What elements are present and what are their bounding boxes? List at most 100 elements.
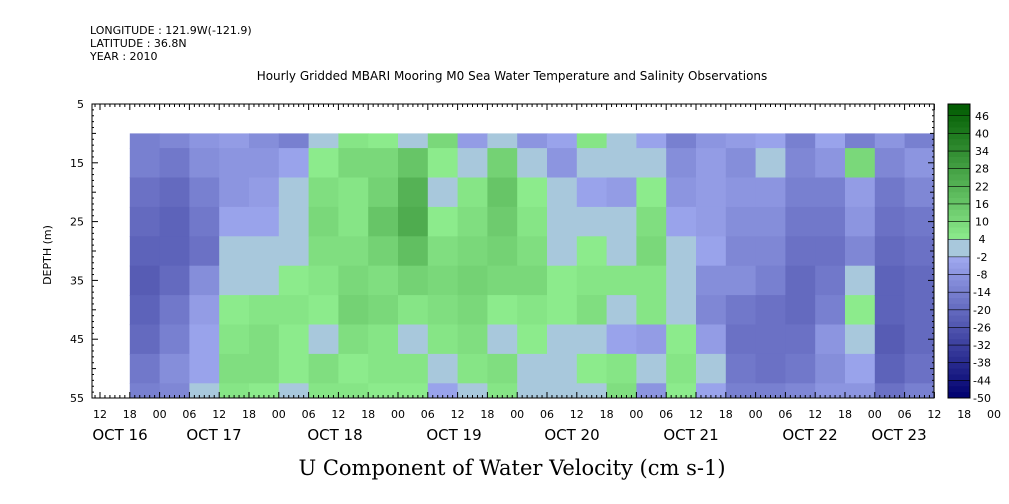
colorbar-swatch xyxy=(948,368,970,375)
x-hour-label: 06 xyxy=(778,408,792,421)
heatmap-cell xyxy=(189,265,220,296)
heatmap-cell xyxy=(129,324,161,355)
heatmap-cell xyxy=(278,295,310,326)
heatmap-cell xyxy=(457,265,488,296)
heatmap-cell xyxy=(904,353,934,384)
heatmap-cell xyxy=(398,206,429,237)
heatmap-cell xyxy=(815,383,846,398)
colorbar-label: -20 xyxy=(973,304,991,317)
y-tick-label: 15 xyxy=(70,157,84,170)
heatmap-cell xyxy=(249,206,280,237)
heatmap-cell xyxy=(696,353,727,384)
heatmap-cell xyxy=(517,324,548,355)
heatmap-cell xyxy=(785,177,816,208)
heatmap-cell xyxy=(159,177,190,208)
heatmap-cell xyxy=(576,353,608,384)
heatmap-cell xyxy=(278,236,310,267)
heatmap-cell xyxy=(517,265,548,296)
colorbar-label: -2 xyxy=(977,251,988,264)
heatmap-cell xyxy=(457,353,488,384)
heatmap-cell xyxy=(606,353,637,384)
heatmap-cell xyxy=(308,295,339,326)
heatmap-cell xyxy=(755,133,786,149)
heatmap-cell xyxy=(368,206,399,237)
heatmap-cell xyxy=(308,133,339,149)
colorbar-swatch xyxy=(948,227,970,234)
heatmap-cell xyxy=(219,324,250,355)
colorbar-label: -26 xyxy=(973,321,991,334)
heatmap-cell xyxy=(606,324,637,355)
x-hour-label: 00 xyxy=(391,408,405,421)
heatmap-cell xyxy=(785,295,816,326)
heatmap-cell xyxy=(219,133,250,149)
heatmap-cell xyxy=(576,236,608,267)
heatmap-cell xyxy=(398,353,429,384)
heatmap-cell xyxy=(308,236,339,267)
heatmap-cell xyxy=(189,353,220,384)
heatmap-cell xyxy=(457,324,488,355)
heatmap-cell xyxy=(576,383,608,398)
heatmap-cell xyxy=(666,148,697,179)
heatmap-cell xyxy=(785,148,816,179)
heatmap-cell xyxy=(845,236,876,267)
x-axis-label: U Component of Water Velocity (cm s-1) xyxy=(298,456,725,480)
heatmap-cell xyxy=(696,177,727,208)
heatmap-cell xyxy=(487,353,518,384)
colorbar-label: -14 xyxy=(973,286,991,299)
x-hour-label: 12 xyxy=(689,408,703,421)
heatmap-cell xyxy=(636,177,667,208)
colorbar-swatch xyxy=(948,133,970,140)
colorbar-label: -38 xyxy=(973,357,991,370)
heatmap-cell xyxy=(725,133,757,149)
heatmap-cell xyxy=(636,236,667,267)
heatmap-cell xyxy=(427,133,459,149)
heatmap-cell xyxy=(159,353,190,384)
heatmap-cell xyxy=(159,324,190,355)
colorbar-swatch xyxy=(948,115,970,123)
heatmap-cell xyxy=(159,265,190,296)
heatmap-cell xyxy=(755,236,786,267)
heatmap-cell xyxy=(547,206,578,237)
colorbar-swatch xyxy=(948,392,970,399)
heatmap-cell xyxy=(845,148,876,179)
heatmap-cell xyxy=(725,295,757,326)
heatmap-cell xyxy=(517,206,548,237)
heatmap-cell xyxy=(874,177,906,208)
colorbar-swatch xyxy=(948,192,970,199)
heatmap-cell xyxy=(338,133,369,149)
heatmap-cell xyxy=(368,324,399,355)
heatmap-cell xyxy=(547,148,578,179)
heatmap-cell xyxy=(368,265,399,296)
heatmap-cell xyxy=(338,148,369,179)
heatmap-cell xyxy=(725,236,757,267)
heatmap-cell xyxy=(457,236,488,267)
heatmap-cell xyxy=(666,324,697,355)
heatmap-cell xyxy=(308,324,339,355)
heatmap-cell xyxy=(845,353,876,384)
heatmap-cell xyxy=(755,353,786,384)
heatmap-cell xyxy=(249,236,280,267)
x-hour-label: 06 xyxy=(540,408,554,421)
heatmap-cell xyxy=(338,324,369,355)
x-hour-label: 18 xyxy=(957,408,971,421)
heatmap-cell xyxy=(129,383,161,398)
heatmap-cell xyxy=(785,353,816,384)
x-hour-label: 18 xyxy=(242,408,256,421)
heatmap-cell xyxy=(219,148,250,179)
heatmap-cell xyxy=(725,324,757,355)
heatmap-cell xyxy=(129,177,161,208)
heatmap-cell xyxy=(159,148,190,179)
heatmap-cell xyxy=(368,353,399,384)
heatmap-cell xyxy=(725,148,757,179)
heatmap-cell xyxy=(576,295,608,326)
heatmap-cell xyxy=(457,295,488,326)
heatmap-cell xyxy=(904,236,934,267)
heatmap-cell xyxy=(606,265,637,296)
heatmap-cell xyxy=(636,295,667,326)
colorbar-swatch xyxy=(948,156,970,164)
x-hour-label: 18 xyxy=(600,408,614,421)
heatmap-cell xyxy=(249,383,280,398)
x-hour-label: 00 xyxy=(629,408,643,421)
colorbar-label: -50 xyxy=(973,392,991,405)
heatmap-cell xyxy=(457,133,488,149)
